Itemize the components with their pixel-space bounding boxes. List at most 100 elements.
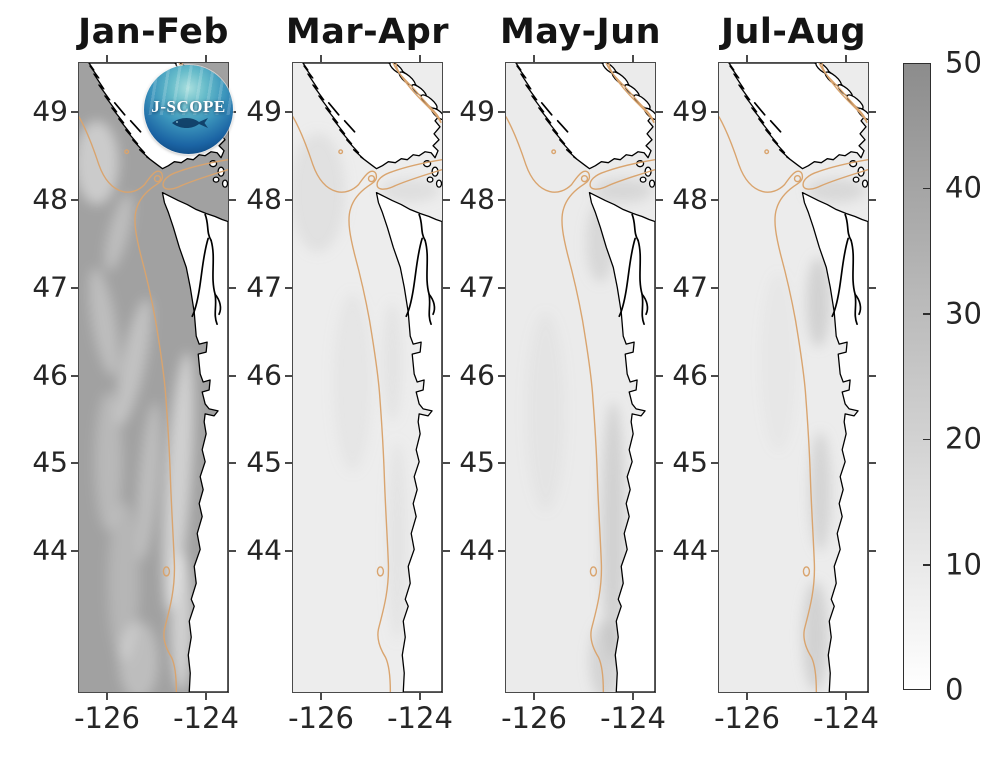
lat-tick-label: 45 [32, 445, 68, 479]
lon-tick-mark [533, 693, 535, 700]
map-panel-jul-aug: Jul-Aug [672, 12, 879, 733]
landmasses [728, 63, 868, 692]
shelf-break-contour [293, 116, 392, 692]
lat-tick-mark [711, 550, 718, 552]
lat-tick-label: 48 [672, 182, 708, 216]
coastal-map [506, 63, 655, 692]
lat-tick-mark [656, 462, 663, 464]
shelf-contours [293, 63, 442, 692]
map-panel-may-jun: May-Jun [459, 12, 666, 733]
lon-tick-mark [320, 55, 322, 62]
lat-tick-mark [285, 199, 292, 201]
georgia-strait-contour [605, 63, 655, 124]
lat-tick-label: 46 [459, 358, 495, 392]
lat-tick-mark [869, 111, 876, 113]
map-panel-jan-feb: Jan-Feb [32, 12, 239, 733]
lat-tick-label: 44 [459, 533, 495, 567]
puget-sound-channels [113, 102, 222, 326]
mainland-coast [801, 191, 868, 692]
lat-tick-label: 45 [672, 445, 708, 479]
lat-tick-mark [71, 550, 78, 552]
lat-tick-label: 46 [32, 358, 68, 392]
lat-tick-mark [285, 375, 292, 377]
lon-tick-mark [746, 693, 748, 700]
ocean-texture-light [525, 178, 654, 692]
lat-tick-label: 46 [672, 358, 708, 392]
lat-tick-label: 44 [246, 533, 282, 567]
lat-tick-mark [711, 462, 718, 464]
colorbar-tick-label: 40 [945, 170, 982, 205]
lon-tick-mark [845, 55, 847, 62]
lon-tick-label: -126 [501, 701, 567, 735]
georgia-strait-contour [392, 63, 442, 124]
lat-tick-mark [711, 111, 718, 113]
colorbar-tick-mark [923, 187, 930, 190]
lon-tick-mark [419, 55, 421, 62]
lat-tick-mark [711, 287, 718, 289]
shelf-contours [506, 63, 655, 692]
fish-icon [171, 117, 208, 128]
lat-tick-mark [498, 111, 505, 113]
colorbar-tick-label: 0 [945, 672, 964, 707]
lat-tick-mark [656, 111, 663, 113]
lat-tick-mark [711, 199, 718, 201]
lat-tick-label: 44 [672, 533, 708, 567]
canyon-contour [589, 158, 655, 190]
lat-tick-mark [443, 111, 450, 113]
lat-tick-label: 47 [32, 270, 68, 304]
lon-tick-label: -124 [173, 701, 239, 735]
light-rays-decoration [144, 65, 233, 115]
lat-tick-mark [656, 375, 663, 377]
lon-tick-mark [533, 55, 535, 62]
lat-tick-mark [71, 287, 78, 289]
mainland-coast [161, 191, 228, 692]
shelf-break-contour [79, 116, 178, 692]
lat-tick-label: 49 [672, 94, 708, 128]
colorbar-tick-label: 10 [945, 547, 982, 582]
lat-tick-mark [443, 550, 450, 552]
lat-tick-mark [498, 375, 505, 377]
lon-tick-mark [419, 693, 421, 700]
lon-tick-mark [205, 693, 207, 700]
lat-tick-mark [869, 199, 876, 201]
panel-title: May-Jun [499, 12, 662, 52]
lat-tick-label: 46 [246, 358, 282, 392]
shelf-break-contour [506, 116, 605, 692]
lat-tick-label: 48 [246, 182, 282, 216]
lat-tick-label: 47 [459, 270, 495, 304]
lat-tick-mark [498, 550, 505, 552]
shelf-contours [719, 63, 868, 692]
lat-tick-mark [443, 375, 450, 377]
lat-tick-label: 44 [32, 533, 68, 567]
lon-tick-mark [632, 55, 634, 62]
lat-tick-mark [443, 199, 450, 201]
puget-sound-channels [753, 102, 862, 326]
mainland-coast [375, 191, 442, 692]
lat-tick-mark [285, 287, 292, 289]
map-mar-apr [292, 62, 443, 693]
lat-tick-mark [443, 287, 450, 289]
lat-tick-mark [498, 462, 505, 464]
lon-tick-label: -126 [288, 701, 354, 735]
canyon-contour [162, 158, 228, 190]
map-panel-mar-apr: Mar-Apr [246, 12, 453, 733]
lat-tick-label: 47 [672, 270, 708, 304]
lat-tick-mark [71, 375, 78, 377]
lon-tick-label: -126 [74, 701, 140, 735]
lon-tick-mark [632, 693, 634, 700]
lat-tick-mark [285, 111, 292, 113]
colorbar-tick-mark [923, 564, 930, 566]
lon-tick-label: -126 [714, 701, 780, 735]
lat-tick-mark [71, 111, 78, 113]
georgia-strait-contour [818, 63, 868, 124]
lat-tick-label: 48 [32, 182, 68, 216]
canyon-contour [802, 158, 868, 190]
map-jul-aug [718, 62, 869, 693]
canyon-contour [376, 158, 442, 190]
lat-tick-label: 49 [32, 94, 68, 128]
lon-tick-mark [746, 55, 748, 62]
map-may-jun [505, 62, 656, 693]
lat-tick-label: 47 [246, 270, 282, 304]
lat-tick-mark [229, 550, 236, 552]
lon-tick-mark [320, 693, 322, 700]
